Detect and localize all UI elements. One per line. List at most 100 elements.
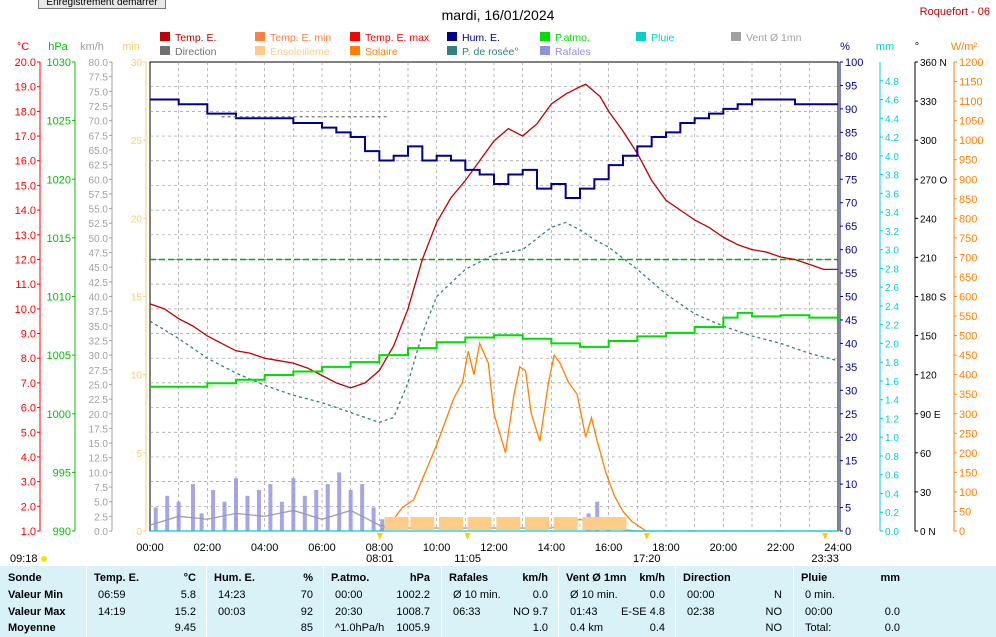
tick-label-rain_mm: 4.2	[885, 133, 899, 144]
x-tick-label: 20:00	[710, 542, 738, 554]
tick-label-sun_min: 5	[136, 449, 142, 460]
tick-label-solar_wm2: 550	[959, 311, 977, 323]
tick-label-wind_kmh: 5.0	[94, 498, 108, 509]
section-time: 00:00	[687, 589, 715, 601]
tick-label-press_hpa: 1020	[47, 174, 71, 186]
tick-label-dir_deg: 180 S	[920, 293, 946, 304]
tick-label-solar_wm2: 850	[959, 194, 977, 206]
station-name: Roquefort - 06	[919, 6, 990, 18]
axis-unit-rain_mm: mm	[876, 41, 894, 53]
section-time: 01:43	[570, 606, 598, 618]
section-title: Temp. E.	[94, 572, 140, 584]
legend-swatch	[255, 32, 265, 41]
sun-marker-label: 09:18	[10, 553, 38, 565]
tick-label-solar_wm2: 350	[959, 389, 977, 401]
tick-label-hum_pct: 90	[845, 104, 857, 116]
x-tick-label: 04:00	[251, 542, 279, 554]
bar-Rafales	[371, 507, 376, 531]
tick-label-wind_kmh: 50.0	[89, 234, 109, 245]
section-title: Vent Ø 1mn	[566, 572, 627, 584]
bar-Rafales	[291, 478, 296, 531]
chart-title: mardi, 16/01/2024	[441, 7, 555, 23]
legend-swatch	[350, 46, 360, 55]
tick-label-sun_min: 30	[131, 58, 143, 69]
tick-label-solar_wm2: 50	[959, 506, 971, 518]
tick-label-sun_min: 20	[131, 214, 143, 225]
tick-label-temp_c: 17.0	[15, 131, 36, 143]
legend-label: Temp. E. max	[365, 32, 430, 44]
tick-label-press_hpa: 1000	[47, 409, 71, 421]
bar-Rafales	[595, 501, 600, 531]
section-value: 0.0	[532, 589, 548, 601]
tick-label-rain_mm: 1.2	[885, 414, 899, 425]
tick-label-hum_pct: 35	[845, 362, 857, 374]
x-tick-label: 06:00	[308, 542, 336, 554]
x-tick-label: 10:00	[423, 542, 451, 554]
x-tick-label: 16:00	[595, 542, 623, 554]
tick-label-temp_c: 5.0	[21, 427, 36, 439]
tick-label-wind_kmh: 70.0	[89, 117, 109, 128]
tick-label-hum_pct: 85	[845, 127, 857, 139]
tick-label-rain_mm: 1.6	[885, 377, 899, 388]
section-value: 1002.2	[396, 589, 430, 601]
bar-Rafales	[314, 489, 319, 531]
bar-Rafales	[268, 484, 273, 531]
section-value: 0.0	[884, 622, 900, 634]
tick-label-dir_deg: 270 O	[920, 175, 947, 186]
tick-label-rain_mm: 0.8	[885, 452, 899, 463]
tick-label-solar_wm2: 200	[959, 448, 977, 460]
tick-label-solar_wm2: 250	[959, 428, 977, 440]
tick-label-rain_mm: 2.2	[885, 321, 899, 332]
section-time: 00:00	[805, 606, 833, 618]
tick-label-wind_kmh: 72.5	[89, 102, 109, 113]
time-marker-icon	[464, 533, 471, 540]
tick-label-wind_kmh: 10.0	[89, 468, 109, 479]
section-unit: °C	[183, 572, 196, 584]
tick-label-wind_kmh: 22.5	[89, 395, 109, 406]
bar-Ensoleilleme	[410, 517, 435, 530]
tick-label-wind_kmh: 47.5	[89, 249, 109, 260]
axis-unit-sun_min: min	[122, 41, 140, 53]
bar-Rafales	[153, 507, 158, 531]
tick-label-solar_wm2: 1150	[959, 77, 983, 89]
series-line-p-atmo-	[150, 311, 839, 388]
axis-unit-press_hpa: hPa	[48, 41, 68, 53]
tick-label-dir_deg: 150	[920, 332, 937, 343]
tick-label-rain_mm: 1.0	[885, 433, 899, 444]
bar-Ensoleilleme	[602, 517, 627, 530]
sun-marker-icon	[41, 556, 47, 562]
time-marker-label: 11:05	[454, 553, 481, 565]
tick-label-sun_min: 0	[136, 527, 142, 538]
tick-label-solar_wm2: 100	[959, 487, 977, 499]
record-button[interactable]: Enregistrement démarrer	[38, 0, 166, 9]
x-tick-label: 12:00	[480, 542, 508, 554]
tick-label-wind_kmh: 17.5	[89, 424, 109, 435]
axis-unit-dir_deg: °	[915, 41, 919, 53]
row-label: Moyenne	[8, 622, 56, 634]
tick-label-solar_wm2: 700	[959, 252, 977, 264]
axis-unit-temp_c: °C	[17, 41, 29, 53]
section-title: Rafales	[449, 572, 489, 584]
tick-label-press_hpa: 995	[53, 467, 71, 479]
tick-label-rain_mm: 4.4	[885, 114, 899, 125]
tick-label-wind_kmh: 65.0	[89, 146, 109, 157]
tick-label-temp_c: 12.0	[15, 254, 36, 266]
axis-unit-wind_kmh: km/h	[80, 41, 104, 53]
bar-Rafales	[360, 484, 365, 531]
tick-label-press_hpa: 1010	[47, 292, 71, 304]
tick-label-rain_mm: 1.8	[885, 358, 899, 369]
section-value: 0.4	[649, 622, 665, 634]
section-unit: km/h	[522, 572, 548, 584]
bar-Rafales	[211, 489, 216, 531]
legend-label: P. de rosée°	[462, 46, 519, 58]
tick-label-solar_wm2: 600	[959, 292, 977, 304]
bar-Rafales	[337, 472, 342, 531]
tick-label-wind_kmh: 37.5	[89, 307, 109, 318]
row-label: Valeur Min	[8, 589, 64, 601]
tick-label-wind_kmh: 27.5	[89, 366, 109, 377]
section-time: 00:03	[218, 606, 246, 618]
x-tick-label: 14:00	[538, 542, 566, 554]
section-value: NO	[765, 606, 783, 618]
legend-label: Solaire	[365, 46, 398, 58]
tick-label-press_hpa: 990	[53, 526, 71, 538]
